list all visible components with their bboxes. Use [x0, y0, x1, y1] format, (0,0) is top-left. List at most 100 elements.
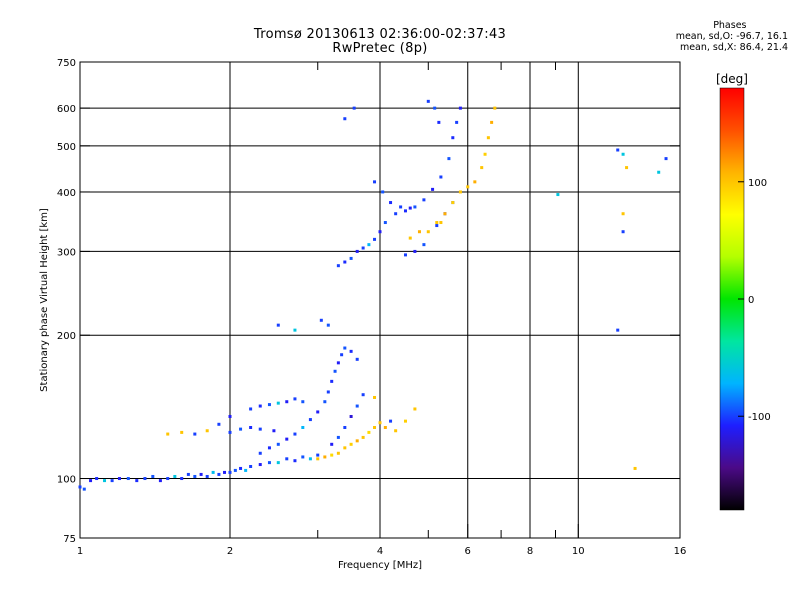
data-point: [126, 477, 130, 481]
data-point: [490, 120, 494, 124]
data-point: [355, 249, 359, 253]
data-point: [151, 474, 155, 478]
data-point: [319, 318, 323, 322]
legend-o-mode: mean, sd,O: -96.7, 16.1: [675, 31, 788, 42]
x-tick-label: 1: [77, 546, 83, 557]
data-point: [352, 106, 356, 110]
data-point: [78, 485, 82, 489]
data-point: [486, 136, 490, 140]
data-point: [301, 455, 305, 459]
data-point: [199, 472, 203, 476]
data-point: [373, 395, 377, 399]
data-point: [95, 477, 99, 481]
data-point: [367, 243, 371, 247]
data-point: [349, 349, 353, 353]
data-point: [443, 212, 447, 216]
data-point: [403, 209, 407, 213]
data-point: [556, 193, 560, 197]
data-point: [336, 451, 340, 455]
data-point: [633, 466, 637, 470]
data-point: [422, 198, 426, 202]
x-tick-label: 8: [527, 546, 533, 557]
data-point: [621, 152, 625, 156]
colorbar-label: [deg]: [716, 72, 748, 86]
data-point: [426, 230, 430, 234]
y-tick-label: 75: [63, 534, 76, 545]
data-point: [228, 430, 232, 434]
data-point: [285, 400, 289, 404]
data-point: [413, 249, 417, 253]
data-point: [343, 117, 347, 121]
data-point: [408, 236, 412, 240]
data-point: [343, 260, 347, 264]
data-point: [439, 221, 443, 225]
data-point: [186, 472, 190, 476]
data-point: [422, 243, 426, 247]
data-point: [285, 437, 289, 441]
data-point: [435, 221, 439, 225]
data-point: [166, 477, 170, 481]
data-point: [340, 353, 344, 357]
data-point: [276, 323, 280, 327]
data-point: [316, 457, 320, 461]
data-point: [326, 323, 330, 327]
data-point: [399, 205, 403, 209]
data-point: [293, 459, 297, 463]
colorbar-tick-label: 100: [748, 178, 767, 189]
data-point: [117, 477, 121, 481]
data-point: [361, 435, 365, 439]
data-point: [301, 400, 305, 404]
x-tick-label: 4: [377, 546, 383, 557]
data-point: [381, 190, 385, 194]
data-point: [413, 407, 417, 411]
data-point: [301, 425, 305, 429]
data-point: [621, 212, 625, 216]
data-point: [336, 264, 340, 268]
data-point: [158, 479, 162, 483]
data-point: [361, 246, 365, 250]
colorbar-tick-label: -100: [748, 412, 771, 423]
data-point: [180, 430, 184, 434]
y-axis-label: Stationary phase Virtual Height [km]: [39, 208, 50, 392]
data-point: [233, 468, 237, 472]
y-tick-label: 400: [57, 188, 76, 199]
data-point: [413, 205, 417, 209]
legend-header: Phases: [713, 20, 747, 31]
data-point: [249, 407, 253, 411]
data-point: [143, 477, 147, 481]
data-point: [285, 457, 289, 461]
data-point: [493, 106, 497, 110]
data-point: [657, 170, 661, 174]
data-point: [217, 422, 221, 426]
data-point: [343, 425, 347, 429]
data-point: [431, 187, 435, 191]
data-point: [308, 418, 312, 422]
data-point: [239, 466, 243, 470]
data-point: [664, 157, 668, 161]
x-axis-label: Frequency [MHz]: [338, 560, 422, 571]
data-point: [308, 457, 312, 461]
data-point: [336, 361, 340, 365]
data-point: [228, 470, 232, 474]
data-point: [458, 190, 462, 194]
data-point: [316, 453, 320, 457]
data-point: [276, 401, 280, 405]
data-point: [426, 99, 430, 103]
data-point: [378, 230, 382, 234]
data-point: [249, 464, 253, 468]
y-tick-label: 300: [57, 247, 76, 258]
data-point: [330, 453, 334, 457]
data-point: [330, 442, 334, 446]
data-point: [333, 369, 337, 373]
data-point: [349, 442, 353, 446]
data-point: [621, 230, 625, 234]
data-point: [293, 328, 297, 332]
data-point: [110, 479, 114, 483]
x-tick-label: 6: [465, 546, 471, 557]
data-point: [373, 180, 377, 184]
y-tick-label: 600: [57, 104, 76, 115]
data-point: [258, 463, 262, 467]
phases-legend: Phases mean, sd,O: -96.7, 16.1 mean, sd,…: [676, 20, 788, 53]
data-point: [383, 221, 387, 225]
data-point: [403, 253, 407, 257]
